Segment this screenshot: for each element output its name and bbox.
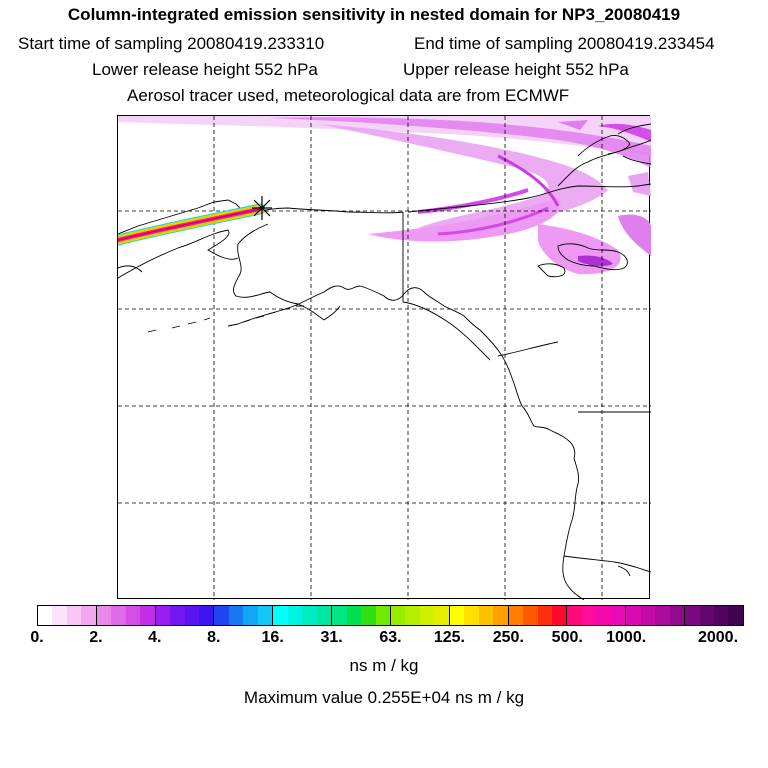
plot-title: Column-integrated emission sensitivity i…	[67, 5, 681, 24]
colorbar-tick-label: 125.	[433, 629, 465, 646]
colorbar-swatch	[81, 606, 96, 625]
colorbar-segment	[155, 606, 215, 625]
colorbar-tick-label: 0.	[30, 629, 44, 646]
colorbar-swatch	[96, 606, 112, 625]
colorbar-swatch	[610, 606, 626, 625]
colorbar-swatch	[551, 606, 567, 625]
map-canvas	[118, 116, 651, 600]
colorbar-swatch	[273, 606, 288, 625]
colorbar-swatch	[699, 606, 715, 625]
colorbar-segment	[214, 606, 274, 625]
maximum-value-label: Maximum value 0.255E+04 ns m / kg	[243, 688, 525, 707]
colorbar-swatch	[257, 606, 273, 625]
colorbar-tick-label: 1000.	[606, 629, 647, 646]
colorbar-tick-label: 63.	[379, 629, 402, 646]
colorbar-swatch	[302, 606, 317, 625]
colorbar-segment	[508, 606, 568, 625]
map-panel	[117, 115, 651, 600]
colorbar-segment	[273, 606, 333, 625]
colorbar-swatch	[243, 606, 258, 625]
colorbar-swatch	[596, 606, 611, 625]
colorbar-segment	[449, 606, 509, 625]
borders	[402, 212, 651, 573]
colorbar-swatch	[669, 606, 685, 625]
colorbar-tick-label: 250.	[492, 629, 524, 646]
colorbar-swatch	[464, 606, 479, 625]
colorbar-swatch	[184, 606, 200, 625]
colorbar-swatch	[287, 606, 303, 625]
colorbar-tick-label: 31.	[320, 629, 343, 646]
colorbar-segment	[626, 606, 686, 625]
colorbar-swatch	[170, 606, 185, 625]
colorbar-swatch	[405, 606, 420, 625]
colorbar-segment	[96, 606, 156, 625]
lower-release-label: Lower release height 552 hPa	[92, 60, 318, 79]
end-time-label: End time of sampling 20080419.233454	[414, 34, 715, 53]
colorbar-swatch	[228, 606, 244, 625]
colorbar-swatch	[52, 606, 67, 625]
colorbar-swatch	[478, 606, 494, 625]
colorbar-swatch	[655, 606, 670, 625]
colorbar-tick-label: 2.	[89, 629, 103, 646]
colorbar-swatch	[140, 606, 155, 625]
colorbar-segment	[567, 606, 627, 625]
colorbar-swatch	[714, 606, 729, 625]
colorbar-swatch	[419, 606, 435, 625]
sensitivity-plume	[118, 116, 651, 275]
colorbar-swatch	[508, 606, 524, 625]
colorbar-swatch	[581, 606, 597, 625]
colorbar-swatch	[375, 606, 390, 625]
colorbar-swatch	[390, 606, 406, 625]
colorbar-swatch	[332, 606, 347, 625]
colorbar-swatch	[199, 606, 214, 625]
colorbar-tick-label: 2000.	[697, 629, 739, 646]
colorbar-units: ns m / kg	[349, 656, 419, 675]
colorbar-swatch	[155, 606, 171, 625]
colorbar-swatch	[626, 606, 641, 625]
start-time-label: Start time of sampling 20080419.233310	[18, 34, 325, 53]
lat-lon-grid	[118, 116, 651, 600]
tracer-info-label: Aerosol tracer used, meteorological data…	[127, 86, 570, 105]
colorbar-swatch	[449, 606, 465, 625]
colorbar-segment	[332, 606, 391, 625]
colorbar-swatch	[361, 606, 376, 625]
colorbar-swatch	[316, 606, 332, 625]
colorbar-segment	[38, 606, 97, 625]
colorbar-swatch	[346, 606, 362, 625]
colorbar-swatch	[523, 606, 538, 625]
colorbar-tick-label: 4.	[148, 629, 162, 646]
colorbar-swatch	[38, 606, 53, 625]
colorbar-swatch	[537, 606, 552, 625]
colorbar-swatch	[66, 606, 82, 625]
colorbar-segment	[390, 606, 450, 625]
colorbar-segment	[685, 606, 743, 625]
colorbar-swatch	[493, 606, 508, 625]
colorbar-tick-label: 16.	[261, 629, 284, 646]
colorbar-swatch	[434, 606, 449, 625]
colorbar-swatch	[125, 606, 141, 625]
colorbar-tick-label: 500.	[551, 629, 583, 646]
colorbar-swatch	[111, 606, 126, 625]
colorbar-swatch	[567, 606, 582, 625]
colorbar-swatch	[728, 606, 743, 625]
upper-release-label: Upper release height 552 hPa	[403, 60, 629, 79]
release-point-marker	[252, 196, 272, 220]
colorbar-swatch	[214, 606, 229, 625]
trajectory-band	[118, 203, 266, 246]
colorbar	[37, 605, 744, 626]
colorbar-swatch	[640, 606, 656, 625]
colorbar-tick-label: 8.	[207, 629, 221, 646]
coastlines	[118, 123, 651, 600]
colorbar-swatch	[685, 606, 700, 625]
